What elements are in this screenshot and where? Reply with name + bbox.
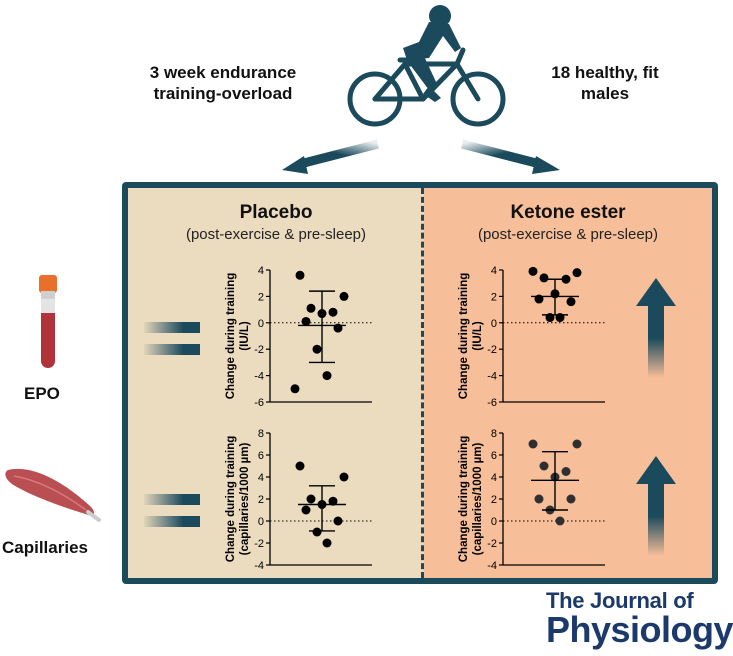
data-point [322, 371, 332, 381]
data-point [534, 494, 544, 504]
y-axis-label: Change during training (capillaries/1000 … [225, 436, 251, 563]
data-point [339, 291, 349, 301]
data-point [322, 538, 332, 548]
y-tick-label: -2 [254, 344, 264, 356]
data-point [290, 384, 300, 394]
placebo-panel: Placebo (post-exercise & pre-sleep) [128, 188, 424, 578]
y-tick-label: 4 [258, 265, 264, 277]
data-point [301, 316, 311, 326]
right-arrow-icon [460, 139, 560, 174]
y-tick-label: -6 [254, 397, 264, 409]
up-arrow-capillaries-icon [636, 456, 676, 556]
data-point [539, 273, 549, 283]
data-point [328, 307, 338, 317]
data-point [312, 344, 322, 354]
data-point [339, 472, 349, 482]
cyclist-icon [347, 5, 506, 127]
data-point [301, 505, 311, 515]
data-point [333, 516, 343, 526]
y-tick-label: 0 [491, 516, 497, 528]
header-left-line1: 3 week endurance [149, 63, 297, 82]
data-point [295, 461, 305, 471]
y-tick-label: -4 [254, 371, 264, 383]
data-point [566, 494, 576, 504]
y-tick-label: 0 [258, 516, 264, 528]
y-axis-label-line2: (capillaries/1000 µm) [239, 442, 251, 555]
data-point [306, 494, 316, 504]
data-point [539, 461, 549, 471]
y-tick-label: 2 [258, 494, 264, 506]
header-left-line2: training-overload [153, 84, 293, 103]
y-tick-label: 0 [491, 318, 497, 330]
y-tick-label: 2 [258, 291, 264, 303]
y-tick-label: 2 [491, 494, 497, 506]
journal-line2: Physiology [546, 609, 733, 650]
journal-logo: The Journal of Physiology [546, 590, 733, 648]
data-point [566, 297, 576, 307]
y-axis-label-line1: Change during training [225, 436, 237, 563]
placebo-epo-chart: Change during training (IU/L) 4 2 0 -2 -4 -6 [225, 265, 372, 409]
y-tick-label: 6 [491, 450, 497, 462]
y-tick-label: -2 [254, 538, 264, 550]
muscle-icon [5, 468, 101, 522]
header-right-text: 18 healthy, fit males [520, 62, 690, 104]
journal-line1: The Journal of [546, 588, 694, 613]
y-tick-label: 8 [491, 428, 497, 440]
y-axis-label: Change during training (capillaries/1000 … [458, 436, 484, 563]
placebo-subtitle: (post-exercise & pre-sleep) [185, 226, 367, 243]
y-axis-label-line2: (IU/L) [472, 321, 484, 351]
y-tick-label: -2 [487, 538, 497, 550]
header-right-line1: 18 healthy, fit [551, 63, 659, 82]
up-arrow-epo-icon [636, 278, 676, 378]
data-point [328, 496, 338, 506]
epo-label: EPO [24, 384, 60, 403]
placebo-title: Placebo [239, 202, 313, 223]
y-axis-label-line1: Change during training [225, 273, 237, 400]
ketone-title: Ketone ester [510, 202, 626, 223]
comparison-frame: Placebo (post-exercise & pre-sleep) Keto… [122, 182, 718, 584]
y-axis-label-line2: (capillaries/1000 µm) [472, 442, 484, 555]
y-tick-label: 8 [258, 428, 264, 440]
y-axis-label-line1: Change during training [458, 436, 470, 563]
data-point [528, 439, 538, 449]
y-tick-label: -2 [487, 344, 497, 356]
ketone-epo-chart: Change during training (IU/L) 4 2 0 -2 -4 -6 [458, 265, 605, 409]
ketone-subtitle: (post-exercise & pre-sleep) [477, 226, 659, 243]
y-tick-label: 4 [491, 265, 497, 277]
y-axis-label: Change during training (IU/L) [225, 273, 251, 400]
equals-capillaries-icon [144, 494, 200, 527]
header-right-line2: males [580, 84, 630, 103]
y-tick-label: -4 [487, 371, 497, 383]
y-tick-label: 4 [491, 472, 497, 484]
y-tick-label: 0 [258, 318, 264, 330]
equals-epo-icon [144, 322, 200, 355]
y-tick-label: 2 [491, 291, 497, 303]
y-axis-label-line1: Change during training [458, 273, 470, 400]
y-tick-label: -4 [254, 560, 264, 572]
capillaries-label: Capillaries [2, 538, 88, 557]
data-point [312, 527, 322, 537]
ketone-capillaries-chart: Change during training (capillaries/1000 … [458, 428, 605, 572]
placebo-capillaries-chart: Change during training (capillaries/1000 … [225, 428, 372, 572]
data-point [561, 467, 571, 476]
y-axis-label: Change during training (IU/L) [458, 273, 484, 400]
data-point [528, 266, 538, 276]
data-point [572, 439, 582, 449]
left-arrow-icon [282, 139, 380, 174]
header-left-text: 3 week endurance training-overload [118, 62, 328, 104]
direction-arrows [282, 139, 560, 174]
blood-tube-icon [39, 275, 57, 368]
y-tick-label: 4 [258, 472, 264, 484]
y-tick-label: -4 [487, 560, 497, 572]
data-point [306, 303, 316, 313]
y-tick-label: -6 [487, 397, 497, 409]
panel-divider [421, 188, 424, 578]
y-tick-label: 6 [258, 450, 264, 462]
data-point [555, 516, 565, 526]
data-point [572, 268, 582, 278]
data-point [295, 270, 305, 280]
y-axis-label-line2: (IU/L) [239, 321, 251, 351]
